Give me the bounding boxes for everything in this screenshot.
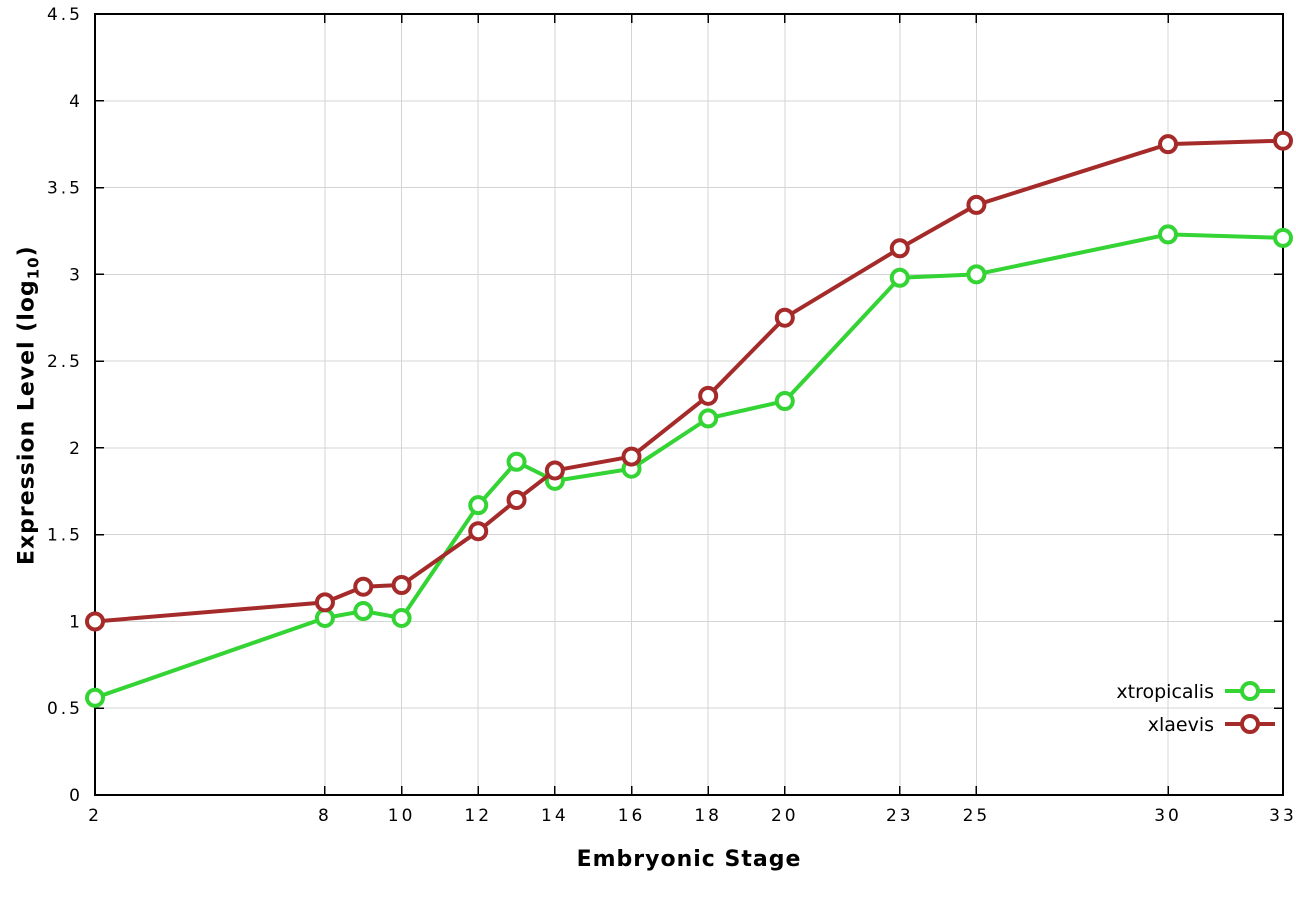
x-tick-label: 8	[318, 806, 332, 826]
y-tick-label: 4.5	[47, 5, 83, 25]
data-point-xtropicalis	[314, 607, 335, 628]
data-point-xlaevis	[1273, 130, 1293, 151]
x-tick-label: 30	[1154, 806, 1182, 826]
y-axis-title-subscript: 10	[24, 256, 43, 280]
y-tick-labels: 0 0.5 1 1.5 2 2.5 3 3.5 4 4.5	[47, 5, 83, 806]
x-tick-label: 10	[388, 806, 416, 826]
data-point-xtropicalis	[391, 607, 412, 628]
y-tick-label: 0.5	[47, 699, 83, 719]
data-point-xtropicalis	[506, 451, 527, 472]
y-tick-label: 1.5	[47, 526, 83, 546]
data-point-xlaevis	[889, 238, 910, 259]
series-xlaevis	[85, 130, 1293, 632]
y-tick-label: 3.5	[47, 179, 83, 199]
y-tick-label: 4	[69, 92, 83, 112]
data-point-xlaevis	[314, 592, 335, 613]
y-tick-label: 1	[69, 612, 83, 632]
grid	[94, 13, 1284, 796]
data-point-xlaevis	[85, 611, 105, 632]
data-point-xlaevis	[544, 460, 565, 481]
x-tick-label: 20	[771, 806, 799, 826]
data-point-xlaevis	[966, 194, 987, 215]
x-tick-label: 18	[694, 806, 722, 826]
data-point-xtropicalis	[774, 391, 795, 412]
legend-label-xtropicalis: xtropicalis	[1116, 681, 1214, 703]
data-point-xtropicalis	[353, 601, 374, 622]
data-point-xlaevis	[468, 521, 489, 542]
data-point-xlaevis	[353, 576, 374, 597]
x-tick-labels: 2 8 10 12 14 16 18 20 23 25 30 33	[88, 806, 1296, 826]
data-point-xlaevis	[621, 446, 642, 467]
x-tick-label: 12	[464, 806, 492, 826]
data-point-xtropicalis	[966, 264, 987, 285]
data-point-xlaevis	[774, 307, 795, 328]
data-point-xlaevis	[391, 574, 412, 595]
data-point-xlaevis	[698, 385, 719, 406]
y-tick-label: 2	[69, 439, 83, 459]
data-point-xtropicalis	[1158, 224, 1179, 245]
legend-label-xlaevis: xlaevis	[1148, 714, 1214, 736]
series-line-xlaevis	[93, 138, 1285, 624]
x-tick-label: 23	[886, 806, 914, 826]
data-point-xtropicalis	[1273, 227, 1293, 248]
series-xtropicalis	[85, 224, 1293, 708]
data-point-xtropicalis	[698, 408, 719, 429]
data-point-xlaevis	[506, 489, 527, 510]
y-axis-title-close: )	[14, 245, 40, 257]
legend-marker-xtropicalis	[1240, 681, 1260, 701]
legend-marker-xlaevis	[1240, 714, 1260, 734]
y-axis-title-text: Expression Level (log	[14, 279, 40, 566]
axis-ticks	[94, 13, 1284, 796]
y-tick-label: 2.5	[47, 352, 83, 372]
x-axis-title: Embryonic Stage	[576, 847, 802, 872]
legend-entry-xtropicalis: xtropicalis	[1116, 681, 1275, 703]
data-point-xtropicalis	[468, 495, 489, 516]
data-point-xlaevis	[1158, 134, 1179, 155]
data-point-xtropicalis	[889, 267, 910, 288]
y-tick-label: 0	[69, 786, 83, 806]
x-tick-label: 25	[963, 806, 991, 826]
x-tick-label: 14	[541, 806, 569, 826]
x-tick-label: 33	[1269, 806, 1296, 826]
y-axis-title: Expression Level (log10)	[14, 15, 42, 796]
x-tick-label: 2	[88, 806, 102, 826]
x-tick-label: 16	[618, 806, 646, 826]
legend: xtropicalis xlaevis	[1116, 681, 1275, 736]
data-point-xtropicalis	[85, 687, 105, 708]
legend-entry-xlaevis: xlaevis	[1148, 714, 1275, 736]
y-tick-label: 3	[69, 265, 83, 285]
plot-border	[94, 13, 1284, 796]
series-line-xtropicalis	[93, 232, 1285, 700]
